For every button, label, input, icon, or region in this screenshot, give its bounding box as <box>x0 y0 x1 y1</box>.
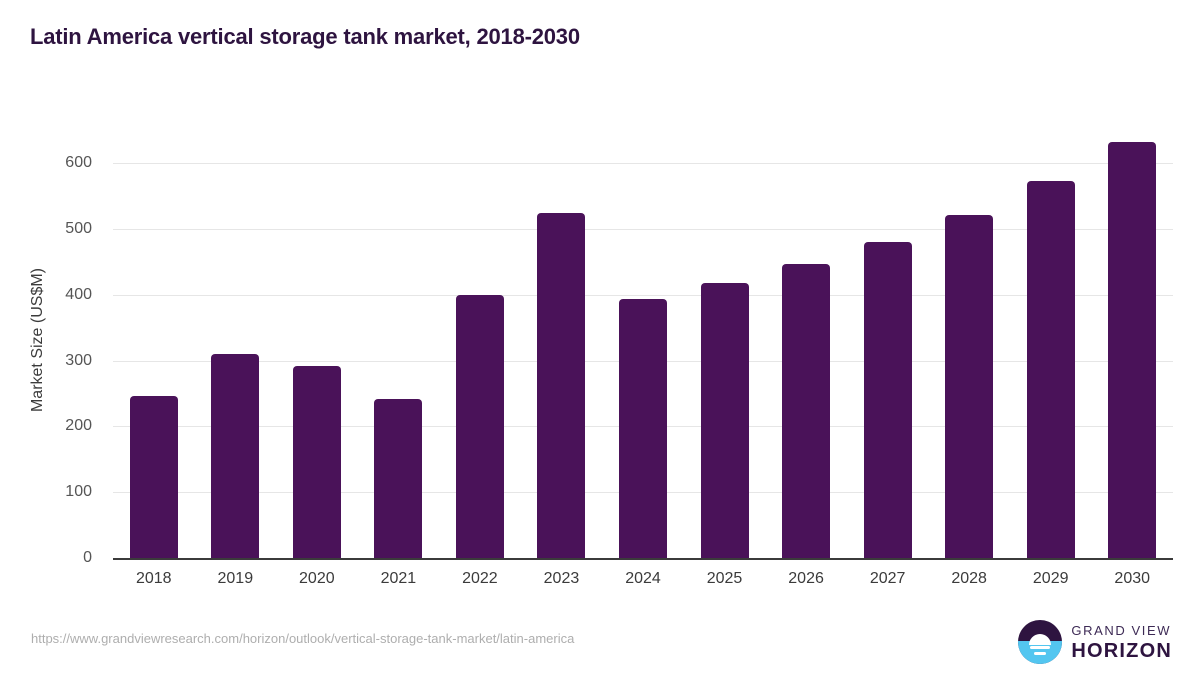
logo-brand-top: GRAND VIEW <box>1071 622 1172 638</box>
y-tick-label: 0 <box>83 549 92 566</box>
bar[interactable] <box>455 294 504 558</box>
bar[interactable] <box>618 298 667 558</box>
bar[interactable] <box>537 213 586 558</box>
bar-group[interactable] <box>195 124 277 558</box>
y-axis-ticks: 0 100 200 300 400 500 600 <box>0 0 100 675</box>
horizon-sunrise-icon <box>1018 620 1063 664</box>
y-tick-label: 300 <box>65 351 92 369</box>
bar-group[interactable] <box>439 124 521 558</box>
x-tick-label: 2022 <box>462 570 498 587</box>
gridline <box>113 163 1173 165</box>
source-url[interactable]: https://www.grandviewresearch.com/horizo… <box>31 631 575 646</box>
bar-group[interactable] <box>602 124 684 558</box>
y-tick-label: 500 <box>65 220 92 238</box>
bar[interactable] <box>374 398 423 558</box>
bar-group[interactable] <box>113 124 195 558</box>
gridline <box>113 294 1173 296</box>
bar-group[interactable] <box>358 124 440 558</box>
bar-group[interactable] <box>1091 124 1173 558</box>
bar-group[interactable] <box>1010 124 1092 558</box>
page-title: Latin America vertical storage tank mark… <box>30 24 580 49</box>
x-tick-label: 2021 <box>380 570 417 587</box>
bar-group[interactable] <box>684 124 766 558</box>
x-tick-label: 2030 <box>1114 570 1151 587</box>
bar[interactable] <box>945 214 994 558</box>
bar-series <box>113 124 1173 558</box>
bar[interactable] <box>863 241 912 558</box>
bar-group[interactable] <box>847 124 929 558</box>
bar[interactable] <box>1108 142 1157 558</box>
y-axis-title: Market Size (US$M) <box>29 267 46 413</box>
x-tick-label: 2025 <box>706 570 743 587</box>
bar[interactable] <box>211 354 260 558</box>
bar-group[interactable] <box>928 124 1010 558</box>
x-axis-ticks: 2018 2019 2020 2021 2022 2023 2024 2025 2026 2027… <box>113 570 1173 600</box>
x-tick-label: 2019 <box>217 570 254 587</box>
x-tick-label: 2029 <box>1032 570 1069 587</box>
y-tick-label: 600 <box>65 154 92 172</box>
gridline <box>113 229 1173 231</box>
x-tick-label: 2024 <box>625 570 661 587</box>
x-tick-label: 2020 <box>299 570 335 587</box>
y-tick-label: 200 <box>65 417 92 435</box>
bar[interactable] <box>129 396 178 558</box>
bar-group[interactable] <box>276 124 358 558</box>
bar[interactable] <box>782 264 831 558</box>
bar-group[interactable] <box>521 124 603 558</box>
logo-line-lower <box>1034 651 1047 655</box>
bar[interactable] <box>1026 181 1075 558</box>
x-tick-label: 2026 <box>788 570 824 587</box>
bar-group[interactable] <box>765 124 847 558</box>
x-tick-label: 2018 <box>135 570 172 587</box>
logo-dome-shape <box>1029 633 1052 645</box>
x-tick-label: 2023 <box>543 570 580 587</box>
y-tick-label: 100 <box>65 483 92 501</box>
x-tick-label: 2027 <box>869 570 906 587</box>
bar[interactable] <box>700 283 749 558</box>
x-axis-line <box>113 558 1173 560</box>
logo-wordmark: GRAND VIEW HORIZON <box>1071 624 1172 661</box>
bar[interactable] <box>292 366 341 558</box>
grand-view-horizon-logo[interactable]: GRAND VIEW HORIZON <box>1018 620 1172 664</box>
y-tick-label: 400 <box>65 285 92 303</box>
logo-line-upper <box>1030 645 1051 649</box>
x-tick-label: 2028 <box>951 570 987 587</box>
logo-brand-bottom: HORIZON <box>1071 639 1172 662</box>
